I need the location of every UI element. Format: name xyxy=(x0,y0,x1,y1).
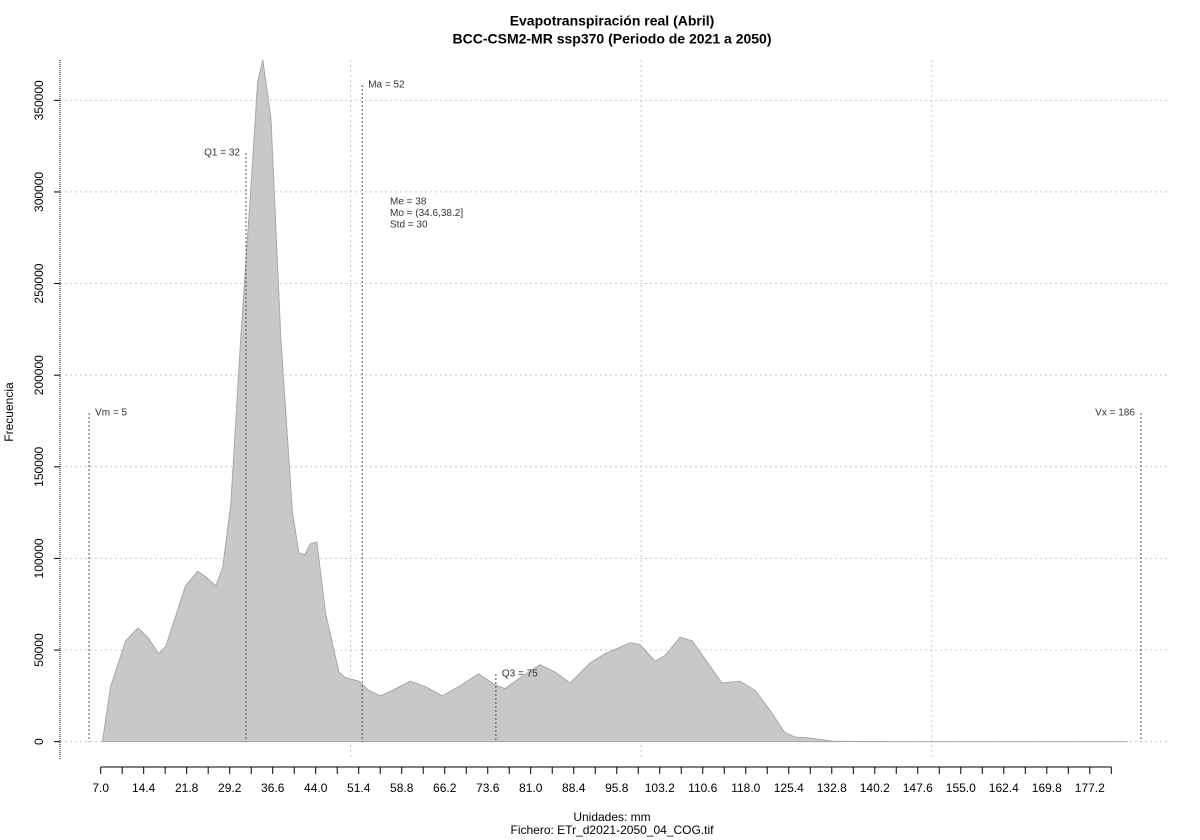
y-tick-label: 250000 xyxy=(32,263,46,303)
stat-label: Vm = 5 xyxy=(95,408,127,419)
x-tick-label: 21.8 xyxy=(175,781,199,795)
footer: Fichero: ETr_d2021-2050_04_COG.tif xyxy=(511,823,715,837)
x-tick-label: 51.4 xyxy=(347,781,371,795)
stat-label: Q1 = 32 xyxy=(204,148,240,159)
y-tick-label: 100000 xyxy=(32,538,46,578)
x-tick-label: 95.8 xyxy=(605,781,629,795)
x-tick-label: 155.0 xyxy=(946,781,976,795)
x-tick-label: 29.2 xyxy=(218,781,242,795)
stat-text: Std = 30 xyxy=(390,220,428,231)
y-tick-label: 350000 xyxy=(32,80,46,120)
chart-subtitle: BCC-CSM2-MR ssp370 (Periodo de 2021 a 20… xyxy=(453,31,772,47)
x-tick-label: 66.2 xyxy=(433,781,457,795)
x-tick-label: 140.2 xyxy=(860,781,890,795)
x-tick-label: 118.0 xyxy=(731,781,760,795)
stat-label: Q3 = 75 xyxy=(502,669,538,680)
x-tick-label: 147.6 xyxy=(903,781,933,795)
x-tick-label: 125.4 xyxy=(774,781,804,795)
x-tick-label: 132.8 xyxy=(817,781,847,795)
x-tick-label: 7.0 xyxy=(92,781,109,795)
x-tick-label: 177.2 xyxy=(1075,781,1105,795)
x-tick-label: 81.0 xyxy=(519,781,543,795)
y-tick-label: 200000 xyxy=(32,355,46,395)
chart-title: Evapotranspiración real (Abril) xyxy=(510,13,715,29)
x-tick-label: 110.6 xyxy=(688,781,717,795)
x-tick-label: 44.0 xyxy=(304,781,328,795)
stat-label: Ma = 52 xyxy=(368,80,405,91)
x-tick-label: 88.4 xyxy=(562,781,586,795)
stat-label: Vx = 186 xyxy=(1095,408,1135,419)
x-axis-label: Unidades: mm xyxy=(573,810,650,824)
x-tick-label: 103.2 xyxy=(645,781,675,795)
x-tick-label: 162.4 xyxy=(989,781,1019,795)
x-tick-label: 36.6 xyxy=(261,781,285,795)
x-tick-label: 169.8 xyxy=(1032,781,1062,795)
y-tick-label: 0 xyxy=(32,738,46,745)
y-tick-label: 50000 xyxy=(32,633,46,667)
x-tick-label: 14.4 xyxy=(132,781,156,795)
stat-text: Mo = (34.6,38.2] xyxy=(390,208,463,219)
stat-text: Me = 38 xyxy=(390,197,427,208)
y-axis-label: Frecuencia xyxy=(2,382,16,442)
y-tick-label: 300000 xyxy=(32,172,46,212)
density-area xyxy=(101,59,1128,743)
y-tick-label: 150000 xyxy=(32,446,46,486)
x-tick-label: 58.8 xyxy=(390,781,414,795)
x-tick-label: 73.6 xyxy=(476,781,500,795)
